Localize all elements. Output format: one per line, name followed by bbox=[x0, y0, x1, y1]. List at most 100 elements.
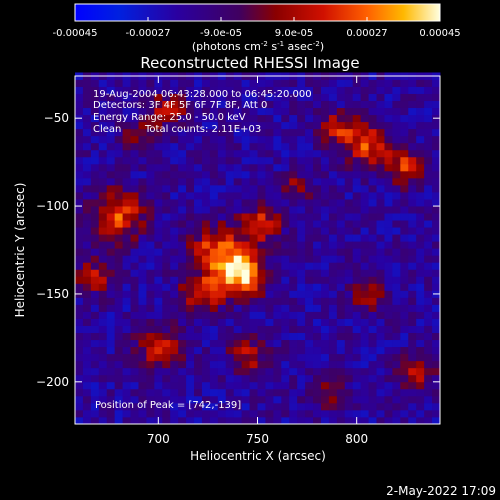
heatmap-cell bbox=[178, 276, 187, 284]
heatmap-cell bbox=[178, 86, 187, 94]
heatmap-cell bbox=[384, 100, 393, 109]
heatmap-cell bbox=[178, 304, 187, 312]
heatmap-cell bbox=[392, 381, 401, 390]
heatmap-cell bbox=[265, 297, 274, 305]
heatmap-cell bbox=[138, 163, 147, 172]
heatmap-cell bbox=[75, 93, 84, 102]
heatmap-cell bbox=[265, 142, 274, 151]
heatmap-cell bbox=[305, 100, 314, 109]
heatmap-cell bbox=[138, 213, 147, 221]
heatmap-cell bbox=[170, 149, 179, 158]
heatmap-cell bbox=[384, 156, 393, 165]
heatmap-cell bbox=[122, 107, 131, 116]
heatmap-cell bbox=[209, 206, 219, 214]
heatmap-cell bbox=[249, 199, 258, 207]
heatmap-cell bbox=[424, 199, 433, 207]
heatmap-cell bbox=[344, 255, 354, 263]
heatmap-cell bbox=[106, 121, 116, 130]
heatmap-cell bbox=[162, 416, 171, 425]
heatmap-cell bbox=[98, 409, 108, 418]
heatmap-cell bbox=[194, 409, 203, 418]
heatmap-cell bbox=[162, 402, 171, 411]
heatmap-cell bbox=[384, 206, 393, 214]
heatmap-cell bbox=[336, 388, 346, 397]
heatmap-cell bbox=[249, 381, 258, 390]
heatmap-cell bbox=[432, 156, 441, 165]
heatmap-cell bbox=[90, 241, 100, 249]
heatmap-cell bbox=[265, 86, 274, 94]
heatmap-cell bbox=[114, 184, 123, 193]
heatmap-cell bbox=[75, 234, 84, 242]
heatmap-cell bbox=[305, 93, 314, 102]
heatmap-cell bbox=[106, 107, 116, 116]
heatmap-cell bbox=[249, 100, 258, 109]
heatmap-cell bbox=[360, 227, 369, 235]
heatmap-cell bbox=[257, 149, 266, 158]
heatmap-cell bbox=[352, 346, 362, 355]
heatmap-cell bbox=[186, 262, 195, 270]
heatmap-cell bbox=[257, 290, 266, 298]
heatmap-cell bbox=[75, 346, 84, 355]
heatmap-cell bbox=[170, 290, 179, 298]
heatmap-cell bbox=[336, 206, 346, 214]
heatmap-cell bbox=[408, 100, 417, 109]
heatmap-cell bbox=[154, 128, 163, 137]
heatmap-cell bbox=[201, 402, 211, 411]
heatmap-cell bbox=[162, 163, 171, 172]
heatmap-cell bbox=[352, 248, 362, 256]
heatmap-cell bbox=[336, 142, 346, 151]
heatmap-cell bbox=[416, 360, 425, 369]
heatmap-cell bbox=[265, 381, 274, 390]
heatmap-cell bbox=[122, 255, 131, 263]
heatmap-cell bbox=[146, 416, 155, 425]
heatmap-cell bbox=[416, 262, 425, 270]
heatmap-cell bbox=[432, 86, 441, 94]
heatmap-cell bbox=[106, 213, 116, 221]
heatmap-cell bbox=[336, 381, 346, 390]
heatmap-cell bbox=[305, 318, 314, 326]
heatmap-cell bbox=[400, 416, 409, 425]
heatmap-cell bbox=[241, 416, 250, 425]
heatmap-cell bbox=[241, 192, 250, 200]
heatmap-cell bbox=[344, 395, 354, 404]
heatmap-cell bbox=[241, 79, 250, 87]
heatmap-cell bbox=[217, 297, 227, 305]
heatmap-cell bbox=[130, 192, 139, 200]
heatmap-cell bbox=[154, 311, 163, 319]
heatmap-cell bbox=[281, 241, 290, 249]
heatmap-cell bbox=[432, 255, 441, 263]
heatmap-cell bbox=[432, 248, 441, 256]
heatmap-cell bbox=[281, 262, 290, 270]
heatmap-cell bbox=[257, 325, 266, 334]
heatmap-cell bbox=[281, 346, 290, 355]
heatmap-cell bbox=[297, 163, 306, 172]
heatmap-cell bbox=[201, 255, 211, 263]
heatmap-cell bbox=[98, 290, 108, 298]
heatmap-cell bbox=[257, 121, 266, 130]
heatmap-cell bbox=[217, 318, 227, 326]
heatmap-cell bbox=[265, 395, 274, 404]
heatmap-cell bbox=[201, 227, 211, 235]
heatmap-cell bbox=[376, 304, 385, 312]
heatmap-cell bbox=[273, 135, 282, 144]
heatmap-cell bbox=[376, 339, 385, 348]
heatmap-cell bbox=[289, 402, 298, 411]
heatmap-cell bbox=[209, 374, 219, 383]
heatmap-cell bbox=[344, 79, 354, 87]
heatmap-cell bbox=[257, 220, 266, 228]
heatmap-cell bbox=[273, 304, 282, 312]
heatmap-cell bbox=[217, 192, 227, 200]
heatmap-cell bbox=[122, 360, 131, 369]
heatmap-cell bbox=[162, 156, 171, 165]
heatmap-cell bbox=[82, 255, 92, 263]
heatmap-cell bbox=[249, 213, 258, 221]
heatmap-cell bbox=[249, 248, 258, 256]
heatmap-cell bbox=[384, 177, 393, 186]
heatmap-cell bbox=[138, 121, 147, 130]
axis-ticks: 700 750 800−50−100−150−200 bbox=[36, 76, 440, 446]
heatmap-cell bbox=[194, 311, 203, 319]
heatmap-cell bbox=[320, 220, 330, 228]
heatmap-cell bbox=[424, 227, 433, 235]
heatmap-cell bbox=[178, 360, 187, 369]
heatmap-cell bbox=[233, 269, 243, 277]
